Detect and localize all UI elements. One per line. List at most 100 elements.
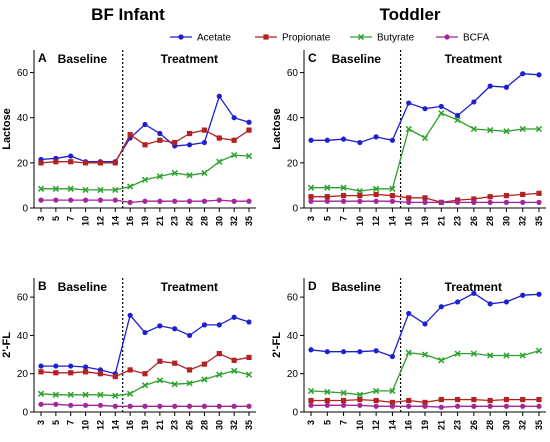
series-line: [311, 112, 539, 192]
series-bcfa: [38, 401, 252, 409]
x-tick-label: 16: [125, 216, 135, 226]
data-point: [82, 186, 89, 194]
data-point: [186, 130, 193, 137]
data-point: [67, 391, 74, 398]
data-point: [454, 350, 461, 357]
data-point: [38, 369, 44, 375]
y-tick-label: 60: [287, 68, 299, 79]
data-point: [37, 390, 45, 397]
data-point: [373, 191, 379, 198]
data-point: [307, 184, 315, 191]
data-point: [142, 142, 148, 148]
phase-label-baseline: Baseline: [332, 52, 382, 66]
series-propionate: [38, 351, 252, 380]
y-tick-label: 20: [287, 158, 299, 169]
data-point: [471, 290, 477, 296]
y-tick-label: 20: [17, 158, 29, 169]
data-point: [389, 192, 396, 199]
phase-label-treatment: Treatment: [161, 280, 218, 294]
data-point: [68, 159, 74, 165]
y-tick-label: 0: [22, 408, 28, 419]
x-tick-label: 23: [453, 420, 463, 430]
data-point: [406, 310, 412, 317]
x-tick-label: 35: [534, 420, 544, 430]
data-point: [356, 391, 363, 398]
data-point: [172, 326, 178, 332]
x-tick-label: 21: [436, 420, 446, 430]
data-point: [503, 128, 510, 135]
y-tick-label: 60: [17, 293, 29, 304]
x-tick-label: 3: [306, 216, 316, 221]
panel-letter: B: [38, 279, 47, 293]
y-tick-label: 40: [287, 113, 299, 124]
data-point: [231, 367, 238, 374]
x-tick-label: 35: [244, 420, 254, 430]
data-point: [231, 357, 237, 363]
data-point: [520, 396, 526, 403]
x-tick-label: 23: [170, 216, 180, 226]
x-tick-label: 5: [51, 420, 61, 425]
phase-label-treatment: Treatment: [161, 52, 218, 66]
y-axis-label: 2'-FL: [1, 332, 13, 358]
panel-letter: D: [308, 279, 317, 293]
panel-letter: A: [38, 51, 47, 65]
data-point: [68, 197, 74, 203]
data-point: [112, 373, 118, 380]
series-line: [40, 94, 250, 163]
data-point: [38, 197, 44, 203]
data-point: [127, 390, 134, 397]
data-point: [389, 198, 396, 204]
data-point: [97, 186, 104, 194]
phase-label-treatment: Treatment: [445, 52, 502, 66]
series-butyrate: [307, 347, 543, 398]
data-point: [201, 403, 208, 409]
data-point: [406, 397, 412, 404]
data-point: [142, 371, 148, 377]
data-point: [454, 116, 461, 124]
x-tick-label: 32: [518, 216, 528, 226]
data-point: [406, 100, 412, 106]
data-point: [340, 397, 347, 404]
data-point: [356, 187, 363, 195]
y-tick-label: 60: [17, 68, 29, 79]
data-point: [172, 403, 178, 409]
legend-label: Acetate: [197, 33, 231, 44]
data-point: [470, 350, 477, 357]
data-point: [357, 198, 363, 204]
legend-label: Butyrate: [377, 33, 415, 44]
x-tick-label: 26: [469, 216, 479, 226]
data-point: [503, 396, 510, 403]
panel-letter: C: [308, 51, 317, 65]
data-point: [422, 321, 428, 327]
data-point: [112, 160, 118, 166]
x-tick-label: 21: [155, 216, 165, 226]
data-point: [503, 199, 510, 205]
series-butyrate: [307, 110, 543, 195]
data-point: [82, 369, 89, 375]
x-tick-label: 32: [518, 420, 528, 430]
data-point: [471, 403, 477, 409]
data-point: [52, 185, 59, 192]
data-point: [373, 387, 380, 395]
x-tick-label: 5: [322, 216, 332, 221]
data-point: [357, 349, 363, 355]
x-tick-label: 35: [244, 216, 254, 226]
x-tick-label: 23: [170, 420, 180, 430]
legend-item-acetate: Acetate: [170, 33, 231, 44]
data-point: [231, 403, 237, 409]
x-tick-label: 14: [387, 216, 397, 226]
series-acetate: [308, 290, 542, 360]
data-point: [373, 348, 379, 354]
data-point: [82, 197, 89, 203]
data-point: [535, 125, 543, 133]
data-point: [324, 388, 331, 396]
x-tick-label: 28: [199, 420, 209, 430]
data-point: [201, 376, 208, 383]
data-point: [503, 403, 510, 409]
data-point: [308, 137, 314, 143]
data-point: [438, 357, 445, 364]
